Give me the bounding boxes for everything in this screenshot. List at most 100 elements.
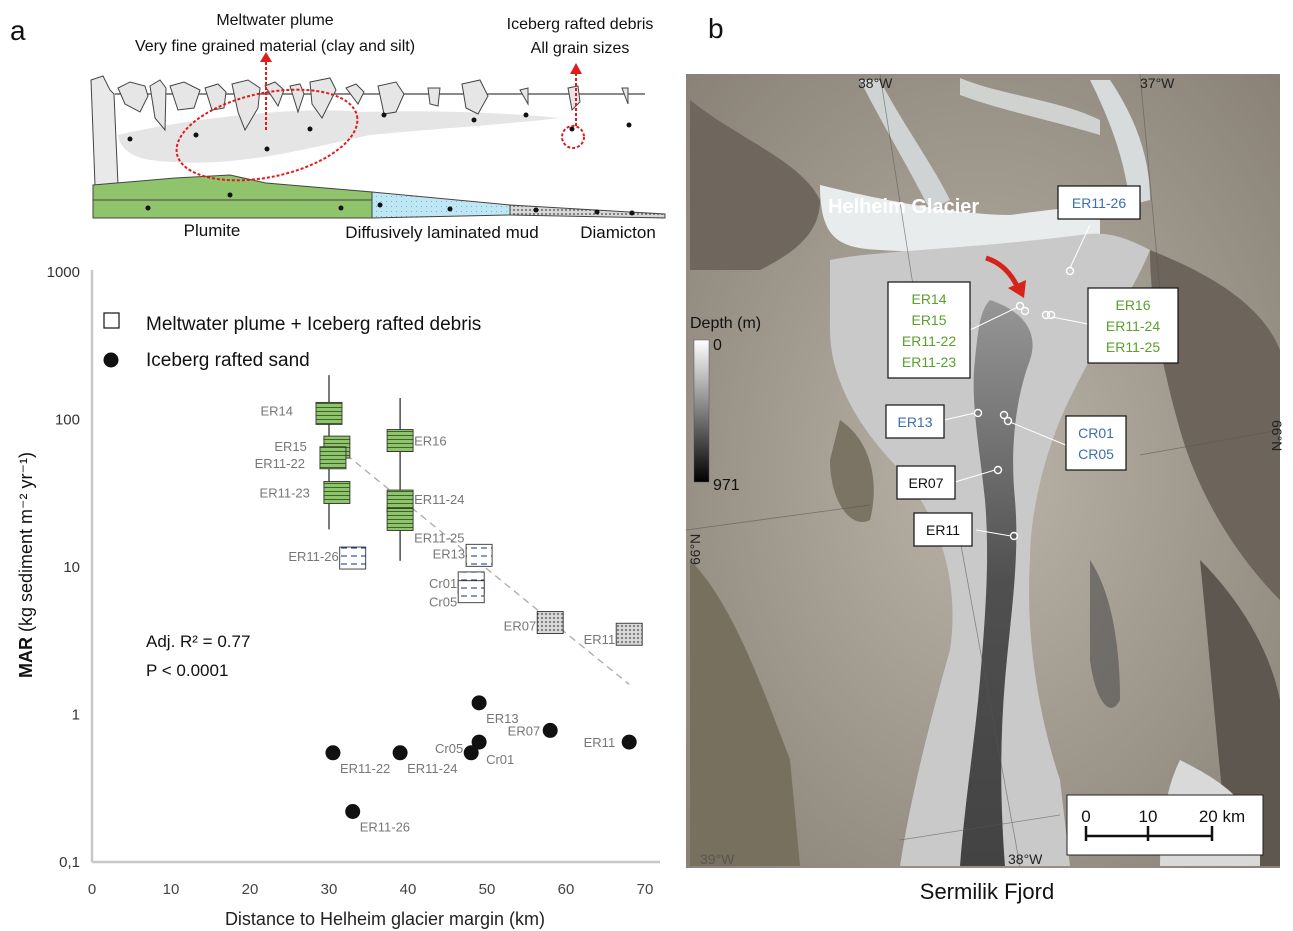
y-axis-title-bold: MAR xyxy=(16,637,36,678)
mar-square-label: Cr05 xyxy=(429,595,457,610)
site-label-box: ER14 ER15 ER11-22 ER11-23 xyxy=(887,281,971,379)
plume-label: Meltwater plume xyxy=(216,12,333,29)
mar-square-label: ER07 xyxy=(504,619,537,634)
site-label-text: ER14 xyxy=(911,291,946,307)
plume-sublabel: Very fine grained material (clay and sil… xyxy=(135,38,415,55)
legend-dot-marker xyxy=(103,352,119,368)
site-label-box: ER16 ER11-24 ER11-25 xyxy=(1087,287,1179,364)
site-label-box: ER07 xyxy=(896,465,956,500)
map-caption: Sermilik Fjord xyxy=(920,879,1054,904)
y-tick-labels: 1000 100 10 1 0,1 xyxy=(47,264,80,871)
lon-bottom-left: 39°W xyxy=(700,851,735,867)
mar-square-er11 xyxy=(615,622,643,646)
mar-square-label: ER11 xyxy=(584,632,616,647)
diamicton-layer xyxy=(509,204,666,219)
debris-highlight-circle xyxy=(561,125,585,149)
sand-dot-label: ER11-24 xyxy=(407,761,457,776)
sand-dot-er13 xyxy=(471,695,487,711)
y-tick-label: 1000 xyxy=(47,264,80,281)
mar-square-er11-23 xyxy=(323,481,351,504)
mar-square-label: ER11-23 xyxy=(260,485,310,500)
mar-square-label: ER11-22 xyxy=(255,456,305,471)
mar-square-label: ER15 xyxy=(274,439,307,454)
mar-square-er11-22 xyxy=(319,446,347,470)
sand-dot-er11 xyxy=(621,734,637,750)
glacier-name-label: Helheim Glacier xyxy=(828,196,979,218)
fjord-deep-channel xyxy=(960,300,1033,866)
site-label-box: ER13 xyxy=(885,404,945,439)
mar-square-label: Cr01 xyxy=(429,576,457,591)
x-axis-title: Distance to Helheim glacier margin (km) xyxy=(225,909,545,929)
graticule-lines xyxy=(685,73,1281,867)
label-leader-lines xyxy=(943,224,1091,537)
y-tick-label: 10 xyxy=(63,559,80,576)
sand-dot-label: ER11-26 xyxy=(360,819,410,834)
site-label-text: CR05 xyxy=(1078,446,1114,462)
mar-square-cr05 xyxy=(457,580,485,604)
site-label-box-bg xyxy=(1065,415,1127,471)
core-site-markers xyxy=(973,266,1075,541)
trend-line xyxy=(336,446,630,685)
site-label-box-bg xyxy=(913,512,973,547)
lat-left: 66°N xyxy=(687,534,703,565)
x-tick-label: 30 xyxy=(321,881,338,898)
mar-square-er16 xyxy=(386,429,414,452)
site-label-text: ER07 xyxy=(908,475,943,491)
mar-square-label: ER13 xyxy=(433,546,466,561)
glacier-front-shape xyxy=(90,75,119,186)
x-tick-label: 10 xyxy=(163,881,180,898)
mar-square-label: ER11-25 xyxy=(414,530,464,545)
sand-dot-er07 xyxy=(542,722,558,738)
sand-dot-cr01 xyxy=(471,734,487,750)
chart-marks: ER14 ER15 ER11-22 ER11-23 ER16 ER11-24 ER11-25… xyxy=(255,375,643,834)
x-tick-label: 40 xyxy=(400,881,417,898)
site-label-boxes: ER11-26 ER14 ER15 ER11-22 ER11-23 ER16 ER11-24… xyxy=(885,185,1179,547)
site-label-text: ER11-25 xyxy=(1106,339,1160,355)
site-label-text: ER13 xyxy=(897,414,932,430)
plumite-layer xyxy=(92,174,373,219)
sand-dot-label: ER11 xyxy=(584,735,616,750)
site-label-box-bg xyxy=(1087,287,1179,364)
legend-square-label: Meltwater plume + Iceberg rafted debris xyxy=(146,314,481,335)
mar-scatter-plot: 0 10 20 30 40 50 60 70 1000 100 10 1 0,1 Distance t… xyxy=(16,264,660,929)
y-tick-label: 0,1 xyxy=(59,854,80,871)
site-label-box-bg xyxy=(887,281,971,379)
mar-square-er13 xyxy=(465,543,493,567)
lat-right: 66°N xyxy=(1269,420,1285,451)
debris-sublabel: All grain sizes xyxy=(531,40,630,57)
zone-mud-label: Diffusively laminated mud xyxy=(345,223,538,242)
mud-layer xyxy=(371,191,511,219)
site-label-text: ER11-23 xyxy=(902,354,956,370)
lon-top-left: 38°W xyxy=(858,75,893,91)
mar-square-label: ER11-26 xyxy=(288,549,338,564)
scale-tick-10: 10 xyxy=(1139,807,1158,826)
panel-b-letter: b xyxy=(708,13,724,44)
lon-top-right: 37°W xyxy=(1140,75,1175,91)
lon-bottom: 38°W xyxy=(1008,851,1043,867)
mar-square-label: ER11-24 xyxy=(414,492,464,507)
scale-tick-20: 20 km xyxy=(1199,807,1245,826)
depth-max-label: 971 xyxy=(713,477,740,494)
x-tick-label: 60 xyxy=(558,881,575,898)
sand-dot-label: ER11-22 xyxy=(340,761,390,776)
sand-dot-er11-26 xyxy=(345,803,361,819)
y-tick-label: 1 xyxy=(72,707,80,724)
sand-dot-label: ER07 xyxy=(508,723,541,738)
site-label-box: ER11 xyxy=(913,512,973,547)
depth-colorbar xyxy=(693,339,710,483)
satellite-map: Helheim Glacier ER11-26ER14ER15ER11-22ER… xyxy=(685,73,1285,868)
site-label-text: ER15 xyxy=(911,312,946,328)
sand-dot-label: ER13 xyxy=(486,711,519,726)
sand-dot-er11-24 xyxy=(392,745,408,761)
y-axis-title: MAR (kg sediment m⁻² yr⁻¹) xyxy=(16,452,36,678)
debris-label: Iceberg rafted debris xyxy=(507,16,654,33)
grain-dots xyxy=(127,112,635,216)
mar-square-er14 xyxy=(315,401,343,425)
site-label-text: ER11-26 xyxy=(1072,195,1126,211)
schematic-diagram: Meltwater plume Very fine grained materi… xyxy=(90,12,666,242)
site-label-box: CR01 CR05 xyxy=(1065,415,1127,471)
site-label-text: ER11 xyxy=(926,522,960,538)
site-label-text: CR01 xyxy=(1078,425,1114,441)
mar-square-er07 xyxy=(536,611,564,635)
legend-dot-label: Iceberg rafted sand xyxy=(146,350,310,371)
